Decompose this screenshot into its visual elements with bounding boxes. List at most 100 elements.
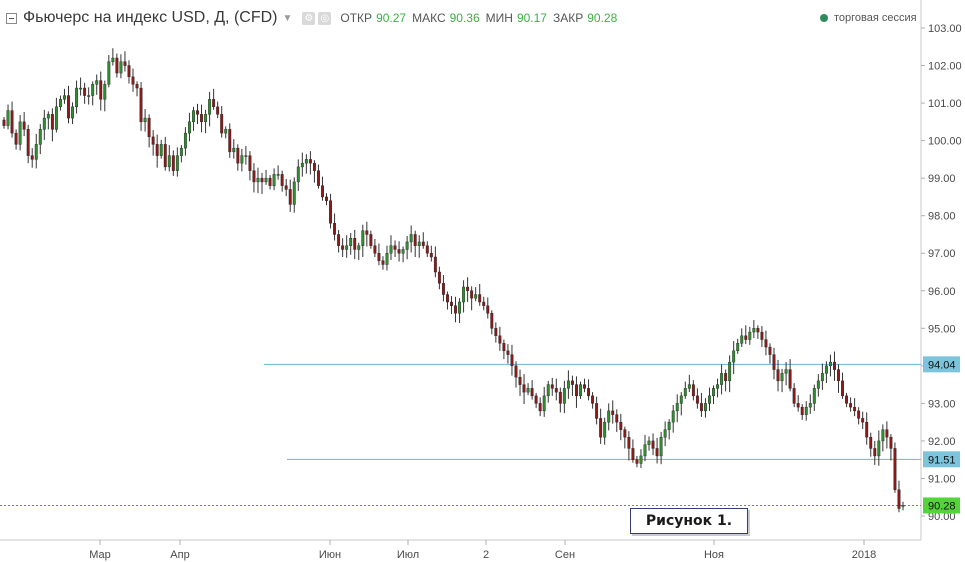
price-tick-label: 98.00 (928, 211, 956, 223)
candle-body (10, 110, 14, 134)
candle-body (897, 489, 901, 509)
candle-body (284, 185, 288, 190)
candle-body (304, 159, 308, 164)
candle-body (675, 403, 679, 412)
candle-body (75, 87, 79, 108)
ohlc-readout: ОТКР 90.27 МАКС 90.36 МИН 90.17 ЗАКР 90.… (340, 11, 623, 25)
candle-body (579, 384, 582, 397)
candle-body (760, 331, 764, 340)
candle-body (341, 245, 345, 250)
price-tick-label: 96.00 (928, 286, 956, 298)
candle-body (95, 80, 99, 85)
session-label: торговая сессия (834, 12, 917, 24)
candle-body (466, 286, 470, 291)
price-tick-label: 93.00 (928, 398, 956, 410)
candle-body (22, 121, 26, 130)
candle-body (575, 384, 578, 397)
candle-body (833, 361, 836, 370)
candle-body (159, 144, 163, 156)
candle-body (796, 403, 800, 408)
candle-body (365, 230, 369, 235)
session-dot-icon (820, 14, 828, 22)
candle-body (143, 117, 147, 123)
candlestick-series (2, 48, 905, 513)
candle-body (429, 253, 433, 258)
time-tick-label: Июн (319, 549, 341, 561)
candle-body (14, 132, 18, 145)
price-tick-label: 103.00 (928, 23, 962, 35)
collapse-icon[interactable] (6, 12, 17, 24)
candle-body (849, 403, 853, 408)
candle-body (450, 301, 453, 306)
candle-body (196, 110, 199, 115)
candle-body (470, 290, 474, 299)
price-badge (923, 356, 960, 373)
candle-body (260, 177, 264, 183)
time-axis-ticks: Мар Апр Июн Июл 2 Сен Ноя 2018 (89, 540, 876, 561)
candle-body (514, 365, 518, 378)
candle-body (780, 373, 784, 382)
candle-body (667, 421, 671, 430)
session-status: торговая сессия (820, 12, 917, 24)
candle-body (79, 87, 83, 90)
candle-body (42, 117, 46, 130)
candle-body (885, 429, 889, 438)
candle-body (651, 440, 655, 449)
candle-body (381, 260, 385, 265)
candle-body (433, 256, 437, 273)
candle-body (659, 436, 663, 457)
candle-body (587, 388, 591, 397)
candle-body (663, 429, 667, 438)
candle-body (538, 403, 542, 412)
candle-body (6, 110, 10, 126)
candle-body (562, 388, 566, 404)
chevron-down-icon[interactable]: ▼ (282, 12, 293, 24)
candle-body (490, 313, 494, 329)
candle-body (212, 99, 216, 108)
candle-body (135, 84, 139, 89)
candle-body (292, 181, 296, 205)
candle-body (175, 155, 179, 171)
candle-body (808, 403, 812, 408)
candle-body (454, 305, 457, 314)
candle-body (704, 403, 707, 412)
settings-icon[interactable]: ⚙ (302, 11, 316, 25)
candle-body (744, 335, 748, 340)
candle-body (67, 95, 70, 119)
candle-body (788, 369, 792, 389)
low-label: МИН (485, 11, 513, 25)
candle-body (530, 388, 534, 397)
candle-body (272, 174, 276, 186)
candle-body (280, 174, 284, 186)
candle-body (691, 384, 695, 397)
candle-body (393, 245, 397, 250)
candle-body (861, 418, 865, 423)
candle-body (377, 253, 381, 261)
candle-body (623, 429, 627, 438)
candle-body (748, 331, 752, 340)
candle-body (784, 369, 788, 374)
price-tick-label: 99.00 (928, 173, 956, 185)
candle-body (115, 57, 119, 74)
price-badges: 94.04 91.51 90.28 (923, 356, 960, 514)
candle-body (58, 99, 62, 108)
target-icon[interactable]: ◎ (318, 11, 332, 25)
instrument-title[interactable]: Фьючерс на индекс USD, Д, (CFD) (23, 9, 278, 26)
candle-body (804, 406, 808, 415)
candle-body (50, 114, 54, 130)
time-tick-label: Мар (89, 549, 111, 561)
time-tick-label: Сен (555, 549, 575, 561)
candle-body (869, 436, 873, 449)
candle-body (486, 305, 490, 314)
candle-body (724, 373, 728, 382)
candle-body (244, 155, 248, 157)
candle-body (325, 196, 328, 201)
candle-body (506, 350, 510, 355)
candle-body (534, 395, 538, 404)
candle-body (679, 395, 683, 404)
candle-body (695, 395, 699, 404)
candle-body (26, 129, 30, 156)
candle-body (167, 155, 171, 168)
candle-body (30, 155, 34, 160)
candle-body (276, 174, 280, 176)
